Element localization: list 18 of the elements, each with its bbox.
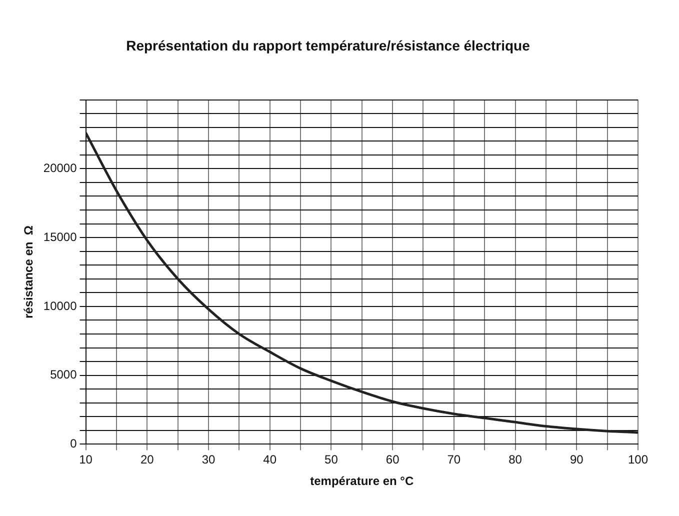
y-tick-label: 5000 xyxy=(50,368,78,382)
x-tick-label: 40 xyxy=(263,452,277,467)
x-tick-label: 100 xyxy=(628,452,648,467)
x-tick-label: 10 xyxy=(79,452,93,467)
y-tick-label: 0 xyxy=(70,436,78,451)
x-tick-label: 20 xyxy=(140,452,154,467)
chart-title: Représentation du rapport température/résistance électrique xyxy=(126,37,530,54)
y-tick-label: 10000 xyxy=(43,298,78,313)
y-tick-label: 20000 xyxy=(43,160,78,175)
x-tick-label: 50 xyxy=(324,452,338,467)
y-axis-title: résistance en Ω xyxy=(22,225,36,318)
x-axis-title: température en °C xyxy=(310,474,414,488)
x-tick-label: 80 xyxy=(508,452,522,467)
x-tick-label: 30 xyxy=(202,452,216,467)
x-tick-label: 60 xyxy=(386,452,400,467)
y-tick-label: 15000 xyxy=(43,230,78,244)
x-tick-label: 90 xyxy=(570,452,584,467)
x-tick-label: 70 xyxy=(447,452,461,467)
